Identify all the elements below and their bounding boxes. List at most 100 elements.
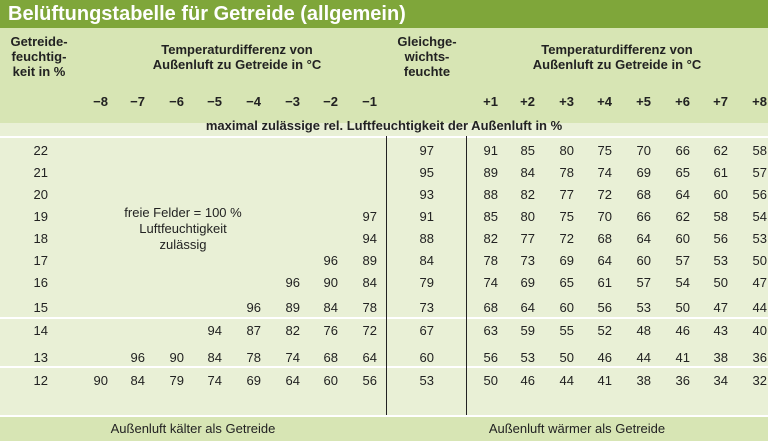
cell-left-value: 94 bbox=[207, 323, 222, 338]
cell-right-value: 53 bbox=[636, 300, 651, 315]
cell-left-value: 96 bbox=[323, 253, 338, 268]
cell-right-value: 66 bbox=[636, 209, 651, 224]
header-equilibrium-line: Gleichge- bbox=[397, 34, 457, 49]
cell-right-value: 77 bbox=[559, 187, 574, 202]
cell-right-value: 89 bbox=[483, 165, 498, 180]
cell-right-value: 53 bbox=[713, 253, 728, 268]
cell-right-value: 91 bbox=[483, 143, 498, 158]
header-right-group-line: Temperaturdifferenz von bbox=[541, 42, 693, 57]
cell-right-value: 46 bbox=[520, 373, 535, 388]
free-fields-note-line: zulässig bbox=[159, 237, 207, 252]
header-right-group: Temperaturdifferenz von Außenluft zu Get… bbox=[472, 42, 762, 72]
cell-right-value: 34 bbox=[713, 373, 728, 388]
diff-label-left: −5 bbox=[207, 94, 222, 109]
header-left-group-line: Außenluft zu Getreide in °C bbox=[152, 57, 322, 72]
diff-label-left: −2 bbox=[323, 94, 338, 109]
cell-equilibrium: 60 bbox=[419, 350, 434, 365]
diff-label-right: +1 bbox=[483, 94, 498, 109]
table-body bbox=[0, 136, 768, 415]
cell-right-value: 75 bbox=[559, 209, 574, 224]
cell-right-value: 50 bbox=[559, 350, 574, 365]
cell-moisture: 13 bbox=[33, 350, 48, 365]
cell-left-value: 87 bbox=[246, 323, 261, 338]
cell-left-value: 97 bbox=[362, 209, 377, 224]
diff-label-right: +6 bbox=[675, 94, 690, 109]
diff-label-right: +7 bbox=[713, 94, 728, 109]
cell-right-value: 50 bbox=[483, 373, 498, 388]
cell-right-value: 69 bbox=[559, 253, 574, 268]
cell-equilibrium: 91 bbox=[419, 209, 434, 224]
cell-right-value: 44 bbox=[636, 350, 651, 365]
header-left-group: Temperaturdifferenz von Außenluft zu Get… bbox=[92, 42, 382, 72]
cell-right-value: 57 bbox=[752, 165, 767, 180]
cell-equilibrium: 93 bbox=[419, 187, 434, 202]
cell-left-value: 90 bbox=[93, 373, 108, 388]
cell-moisture: 20 bbox=[33, 187, 48, 202]
cell-right-value: 72 bbox=[559, 231, 574, 246]
cell-right-value: 52 bbox=[597, 323, 612, 338]
cell-right-value: 65 bbox=[675, 165, 690, 180]
cell-left-value: 69 bbox=[246, 373, 261, 388]
cell-right-value: 80 bbox=[520, 209, 535, 224]
header-equilibrium-line: feuchte bbox=[403, 64, 451, 79]
cell-right-value: 73 bbox=[520, 253, 535, 268]
column-separator bbox=[466, 136, 467, 415]
cell-left-value: 89 bbox=[285, 300, 300, 315]
cell-right-value: 56 bbox=[752, 187, 767, 202]
cell-right-value: 74 bbox=[597, 165, 612, 180]
cell-right-value: 88 bbox=[483, 187, 498, 202]
cell-right-value: 69 bbox=[636, 165, 651, 180]
cell-equilibrium: 67 bbox=[419, 323, 434, 338]
cell-right-value: 68 bbox=[597, 231, 612, 246]
cell-right-value: 70 bbox=[636, 143, 651, 158]
cell-left-value: 89 bbox=[362, 253, 377, 268]
cell-left-value: 74 bbox=[285, 350, 300, 365]
cell-right-value: 64 bbox=[636, 231, 651, 246]
cell-right-value: 82 bbox=[520, 187, 535, 202]
cell-moisture: 18 bbox=[33, 231, 48, 246]
header-equilibrium: Gleichge- wichts- feuchte bbox=[392, 34, 462, 79]
cell-right-value: 64 bbox=[597, 253, 612, 268]
cell-equilibrium: 95 bbox=[419, 165, 434, 180]
cell-moisture: 12 bbox=[33, 373, 48, 388]
table-footer bbox=[0, 415, 768, 441]
diff-label-left: −7 bbox=[130, 94, 145, 109]
cell-right-value: 61 bbox=[713, 165, 728, 180]
cell-right-value: 58 bbox=[713, 209, 728, 224]
cell-right-value: 53 bbox=[520, 350, 535, 365]
cell-right-value: 64 bbox=[675, 187, 690, 202]
cell-right-value: 80 bbox=[559, 143, 574, 158]
cell-right-value: 60 bbox=[559, 300, 574, 315]
cell-left-value: 78 bbox=[362, 300, 377, 315]
cell-right-value: 85 bbox=[483, 209, 498, 224]
cell-right-value: 47 bbox=[752, 275, 767, 290]
cell-right-value: 56 bbox=[597, 300, 612, 315]
cell-right-value: 38 bbox=[713, 350, 728, 365]
cell-left-value: 78 bbox=[246, 350, 261, 365]
free-fields-note: freie Felder = 100 % Luftfeuchtigkeit zu… bbox=[108, 205, 258, 253]
cell-moisture: 21 bbox=[33, 165, 48, 180]
cell-right-value: 65 bbox=[559, 275, 574, 290]
header-moisture-line: feuchtig- bbox=[11, 49, 67, 64]
cell-right-value: 72 bbox=[597, 187, 612, 202]
cell-moisture: 14 bbox=[33, 323, 48, 338]
cell-right-value: 60 bbox=[713, 187, 728, 202]
table-header bbox=[0, 28, 768, 123]
diff-label-right: +3 bbox=[559, 94, 574, 109]
cell-right-value: 36 bbox=[675, 373, 690, 388]
cell-equilibrium: 73 bbox=[419, 300, 434, 315]
footer-right-label: Außenluft wärmer als Getreide bbox=[488, 421, 666, 436]
cell-left-value: 84 bbox=[362, 275, 377, 290]
cell-right-value: 68 bbox=[636, 187, 651, 202]
cell-right-value: 78 bbox=[559, 165, 574, 180]
cell-right-value: 62 bbox=[675, 209, 690, 224]
cell-right-value: 66 bbox=[675, 143, 690, 158]
diff-label-right: +8 bbox=[752, 94, 767, 109]
cell-equilibrium: 97 bbox=[419, 143, 434, 158]
cell-right-value: 85 bbox=[520, 143, 535, 158]
cell-left-value: 60 bbox=[323, 373, 338, 388]
cell-equilibrium: 84 bbox=[419, 253, 434, 268]
cell-right-value: 68 bbox=[483, 300, 498, 315]
header-equilibrium-line: wichts- bbox=[404, 49, 450, 64]
cell-moisture: 22 bbox=[33, 143, 48, 158]
